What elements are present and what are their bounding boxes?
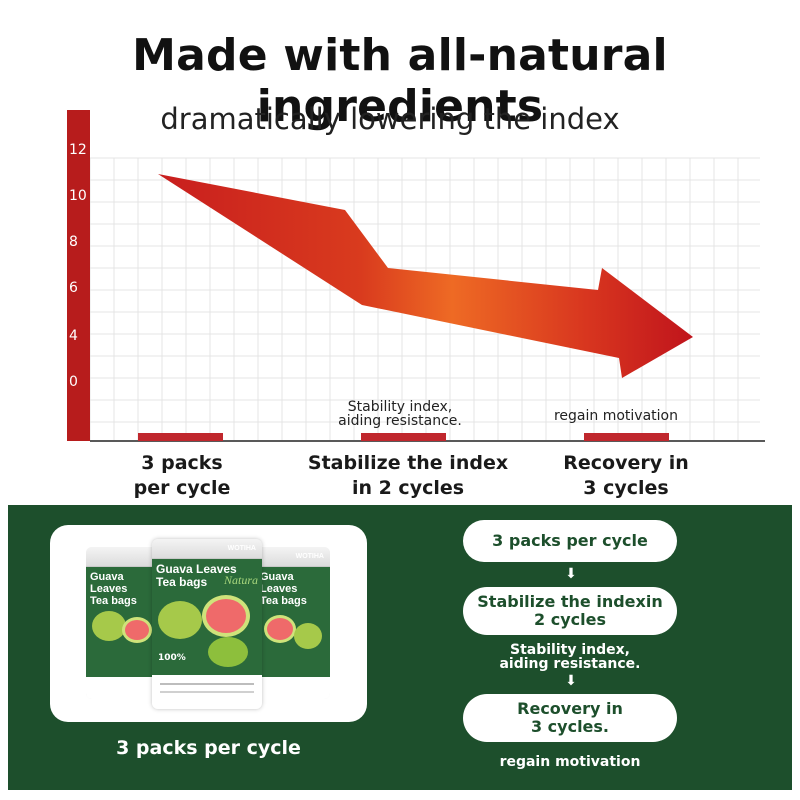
y-tick-label: 10 [69,188,87,204]
guava-fruit-icon [158,601,202,639]
guava-slice-icon [264,615,296,643]
chart-note-2-line2: aiding resistance. [338,413,462,429]
y-tick-label: 4 [69,328,78,344]
y-tick-label: 8 [69,234,78,250]
pack-center-title: Guava Leaves Tea bags [156,562,237,589]
pack-info-lines [160,683,254,685]
y-tick-label: 0 [69,374,78,390]
subtitle-text: dramatically lowering the index [160,102,620,136]
category-label-3-line1: Recovery in [563,452,689,474]
category-label-3-line2: 3 cycles [583,477,669,499]
category-label-2-line1: Stabilize the index [307,452,509,474]
guava-slice-icon [122,617,152,643]
flow-note-1: Stability index, aiding resistance. [463,643,677,671]
trend-arrow [158,174,693,378]
flow-note-1-line2: aiding resistance. [499,656,641,672]
flow-step-1-label: 3 packs per cycle [492,531,648,550]
index-chart: 12 10 8 6 4 0 [67,110,765,442]
page-subtitle: dramatically lowering the index [0,102,800,136]
tea-pack-right: WOTIHA Guava Leaves Tea bags [256,547,330,699]
chart-bar [138,433,223,441]
flow-note-1-line1: Stability index, [510,642,630,658]
arrow-down-icon: ⬇ [565,673,577,689]
chart-bar [584,433,669,441]
pack-left-title: Guava Leaves Tea bags [90,571,137,607]
chart-bars [138,433,669,441]
category-label-2-line2: in 2 cycles [351,477,465,499]
pack-right-title: Guava Leaves Tea bags [260,571,307,607]
guava-slice-icon [202,595,250,637]
flow-step-2-line1: Stabilize the indexin [477,592,663,611]
flow-step-1: 3 packs per cycle [463,520,677,562]
arrow-down-icon: ⬇ [565,566,577,582]
pack-badge: 100% [158,653,186,663]
category-label-1-line1: 3 packs [141,452,223,474]
guava-fruit-icon [294,623,322,649]
y-axis-bar [67,110,90,441]
flow-step-3-line2: 3 cycles. [530,717,610,736]
chart-note-2: Stability index, aiding resistance. [300,400,500,428]
pack-center-script: Natura [223,573,258,587]
category-label-3: Recovery in 3 cycles [516,451,736,501]
tea-pack-left: Guava Leaves Tea bags [86,547,160,699]
chart-note-3-line1: regain motivation [553,408,678,424]
page-title: Made with all-natural ingredients [132,30,668,132]
chart-note-2-line1: Stability index, [347,399,453,415]
chart-bar [361,433,446,441]
flow-step-3-line1: Recovery in [517,699,623,718]
y-tick-labels: 12 10 8 6 4 0 [69,142,87,390]
flow-note-2: regain motivation [499,754,641,770]
flow-step-2-line2: 2 cycles [534,610,606,629]
category-label-1: 3 packs per cycle [72,451,292,501]
tea-pack-center: WOTIHA Guava Leaves Tea bags Natura 100% [152,539,262,709]
pack-info-lines [160,691,254,693]
category-label-2: Stabilize the index in 2 cycles [298,451,518,501]
y-tick-label: 6 [69,280,78,296]
product-caption: 3 packs per cycle [116,737,301,759]
pack-center-brand: WOTIHA [227,545,256,552]
flow-step-2: Stabilize the indexin 2 cycles [463,587,677,635]
y-tick-label: 12 [69,142,87,158]
guava-fruit-icon [92,611,126,641]
guava-whole-icon [208,637,248,667]
tea-pack-image: Guava Leaves Tea bags WOTIHA Guava Leaves… [50,525,367,722]
product-card: Guava Leaves Tea bags WOTIHA Guava Leaves… [50,525,367,722]
pack-right-brand: WOTIHA [295,553,324,560]
chart-note-3: regain motivation [516,409,716,423]
flow-step-3: Recovery in 3 cycles. [463,694,677,742]
category-label-1-line2: per cycle [133,477,231,499]
